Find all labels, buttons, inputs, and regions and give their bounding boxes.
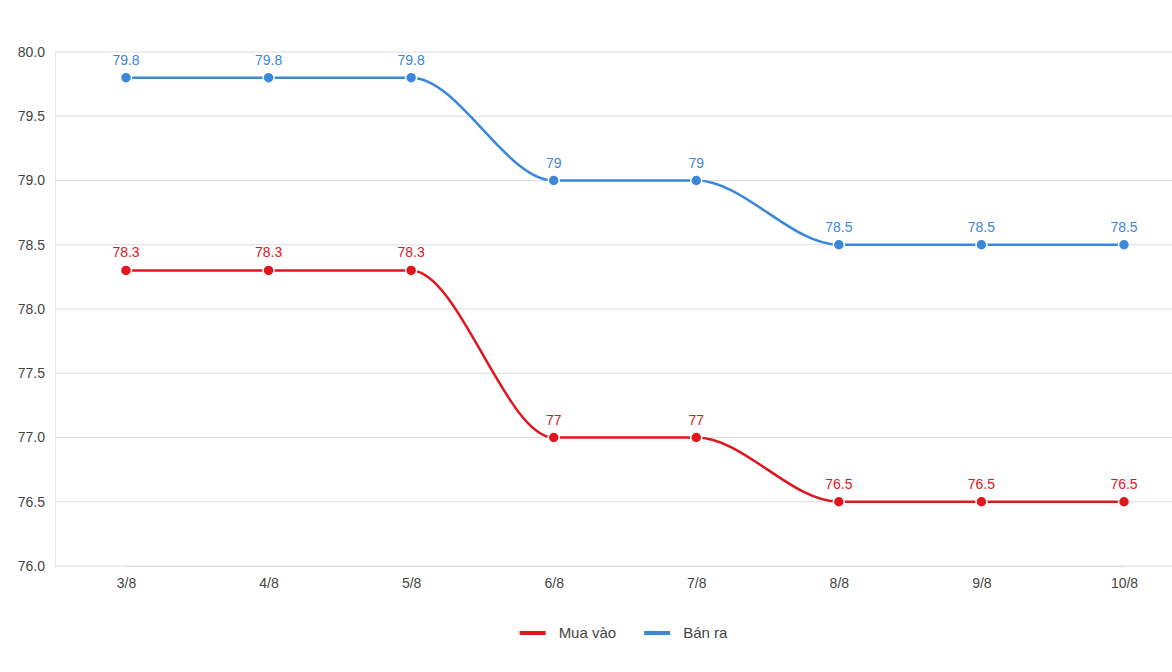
x-tick-label: 7/8 [687, 575, 707, 591]
y-tick: 76.0 [18, 558, 55, 574]
grid-line [55, 309, 1172, 310]
x-tick: 5/8 [402, 566, 422, 591]
series-line [126, 270, 1124, 501]
point[interactable] [263, 72, 274, 83]
point[interactable] [691, 175, 702, 186]
x-tick-label: 3/8 [117, 575, 137, 591]
x-tick: 9/8 [972, 566, 992, 591]
y-tick-label: 76.0 [18, 558, 45, 574]
y-tick-label: 79.0 [18, 172, 45, 188]
data-label: 76.5 [968, 476, 995, 492]
series-line [126, 78, 1124, 245]
point[interactable] [548, 432, 559, 443]
legend-swatch [644, 631, 670, 635]
y-tick: 76.5 [18, 494, 55, 510]
y-tick-label: 79.5 [18, 108, 45, 124]
legend-label: Mua vào [559, 624, 617, 641]
x-axis: 3/8 4/8 5/8 6/8 7/8 8/8 9/8 10/8 [117, 566, 1139, 591]
y-tick-label: 80.0 [18, 44, 45, 60]
point[interactable] [121, 72, 132, 83]
data-label: 78.5 [825, 219, 852, 235]
series [121, 72, 1130, 250]
data-label: 77 [688, 412, 704, 428]
x-tick-label: 8/8 [830, 575, 850, 591]
y-axis-line [55, 53, 56, 567]
data-label: 79.8 [112, 52, 139, 68]
y-axis: 76.0 76.5 77.0 77.5 78.0 78.5 79.0 79.5 80.0 [18, 44, 56, 574]
y-tick: 79.0 [18, 172, 55, 188]
data-label: 77 [546, 412, 562, 428]
x-tick: 3/8 [117, 566, 137, 591]
y-tick: 78.0 [18, 301, 55, 317]
y-tick-label: 76.5 [18, 494, 45, 510]
data-label: 79 [546, 155, 562, 171]
point[interactable] [263, 265, 274, 276]
data-label: 78.3 [112, 244, 139, 260]
point[interactable] [406, 72, 417, 83]
y-tick-label: 78.5 [18, 237, 45, 253]
x-tick: 8/8 [830, 566, 850, 591]
data-label: 78.5 [1110, 219, 1137, 235]
data-label: 76.5 [1110, 476, 1137, 492]
x-tick-label: 10/8 [1111, 575, 1138, 591]
legend-label: Bán ra [683, 624, 728, 641]
y-tick-label: 77.0 [18, 429, 45, 445]
data-label: 79 [688, 155, 704, 171]
x-axis-line [127, 566, 1125, 567]
data-label: 76.5 [825, 476, 852, 492]
grid-line [55, 373, 1172, 374]
grid-line [55, 566, 1172, 567]
y-tick: 79.5 [18, 108, 55, 124]
x-tick-label: 4/8 [259, 575, 279, 591]
data-label: 78.3 [398, 244, 425, 260]
legend: Mua vào Bán ra [520, 624, 728, 641]
plot-area [121, 72, 1130, 507]
x-tick-label: 9/8 [972, 575, 992, 591]
y-tick-label: 78.0 [18, 301, 45, 317]
x-tick: 7/8 [687, 566, 707, 591]
data-label: 79.8 [255, 52, 282, 68]
legend-item[interactable]: Mua vào [520, 624, 617, 641]
data-label: 78.5 [968, 219, 995, 235]
data-labels: 78.3 78.3 78.3 77 77 76.5 76.5 76.5 79.8 79.8 79.8… [112, 52, 1137, 492]
point[interactable] [833, 496, 844, 507]
y-tick: 80.0 [18, 44, 55, 60]
grid-line [55, 52, 1172, 53]
y-tick: 77.0 [18, 429, 55, 445]
legend-item[interactable]: Bán ra [644, 624, 728, 641]
y-tick: 77.5 [18, 365, 55, 381]
grid [55, 52, 1172, 566]
x-tick-label: 6/8 [544, 575, 564, 591]
point[interactable] [1119, 496, 1130, 507]
data-label: 79.8 [398, 52, 425, 68]
series [121, 265, 1130, 507]
point[interactable] [1119, 239, 1130, 250]
x-tick: 10/8 [1111, 566, 1138, 591]
data-label: 78.3 [255, 244, 282, 260]
grid-line [55, 116, 1172, 117]
point[interactable] [691, 432, 702, 443]
point[interactable] [833, 239, 844, 250]
chart: 76.0 76.5 77.0 77.5 78.0 78.5 79.0 79.5 80.0 3/8 4… [0, 0, 1172, 672]
y-tick-label: 77.5 [18, 365, 45, 381]
x-tick: 6/8 [544, 566, 564, 591]
point[interactable] [976, 239, 987, 250]
y-tick: 78.5 [18, 237, 55, 253]
point[interactable] [976, 496, 987, 507]
legend-swatch [520, 631, 546, 635]
x-tick-label: 5/8 [402, 575, 422, 591]
point[interactable] [548, 175, 559, 186]
point[interactable] [121, 265, 132, 276]
x-tick: 4/8 [259, 566, 279, 591]
point[interactable] [406, 265, 417, 276]
